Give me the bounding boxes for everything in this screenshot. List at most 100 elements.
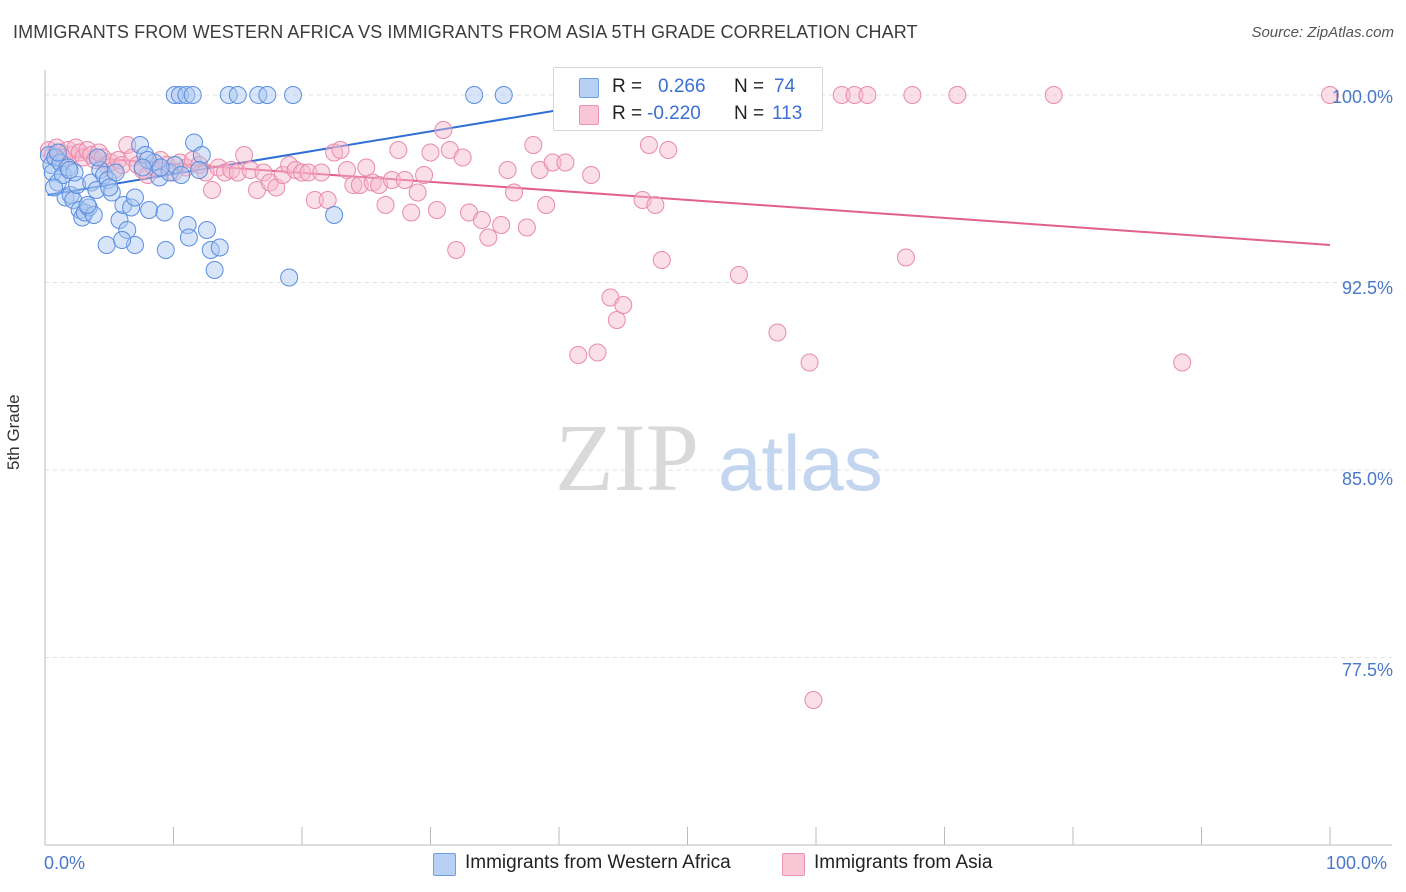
point-asia (582, 166, 601, 184)
legend-n-value: 113 (772, 103, 803, 124)
point-asia (305, 191, 324, 209)
point-asia (1173, 353, 1192, 372)
point-asia (389, 141, 408, 159)
point-western-africa (280, 268, 299, 287)
point-western-africa (122, 198, 141, 217)
point-western-africa (210, 238, 229, 257)
trendline-blue (47, 109, 560, 196)
point-asia (652, 251, 671, 269)
point-asia (203, 181, 222, 199)
point-western-africa (205, 261, 224, 279)
point-western-africa (46, 148, 65, 167)
point-asia (517, 218, 536, 237)
trendline-asia (47, 154, 1331, 246)
x-tick-label-100: 100.0% (1326, 853, 1388, 873)
point-asia (312, 163, 331, 182)
point-asia (537, 196, 556, 214)
watermark-atlas: atlas (718, 419, 883, 507)
point-asia (556, 153, 575, 172)
point-asia (804, 691, 823, 709)
point-asia (113, 156, 132, 174)
points-asia (39, 86, 1339, 709)
point-western-africa (155, 203, 174, 222)
point-asia (235, 146, 254, 164)
point-asia (729, 266, 748, 284)
trendline-pink (47, 154, 1331, 246)
point-western-africa (118, 221, 137, 239)
point-asia (427, 201, 446, 219)
point-western-africa (465, 86, 484, 104)
y-tick-label-77-5: 77.5% (1341, 660, 1393, 680)
point-western-africa (177, 86, 196, 104)
point-western-africa (140, 201, 159, 219)
point-asia (800, 353, 819, 372)
point-asia (639, 136, 658, 154)
point-western-africa (192, 146, 211, 164)
point-western-africa (78, 196, 97, 214)
point-asia (614, 296, 633, 314)
point-western-africa (106, 163, 125, 182)
point-asia (447, 241, 466, 259)
bottom-legend-western-africa: Immigrants from Western Africa (433, 850, 763, 878)
legend-swatch-pink (579, 105, 599, 125)
point-asia (832, 86, 851, 104)
point-asia (492, 216, 511, 234)
point-asia (472, 211, 491, 229)
point-asia (607, 311, 626, 329)
y-tick-label-85: 85.0% (1341, 469, 1393, 489)
point-western-africa (172, 166, 191, 184)
points-western-africa (39, 86, 513, 287)
point-asia (293, 163, 311, 182)
point-asia (646, 196, 665, 214)
x-tick-label-0: 0.0% (44, 853, 86, 873)
point-western-africa (150, 168, 169, 187)
legend-r-label: R = (612, 76, 643, 97)
bottom-legend-label: Immigrants from Asia (814, 852, 993, 873)
point-asia (254, 163, 273, 182)
point-asia (768, 323, 787, 342)
axes (44, 70, 1392, 846)
point-western-africa (179, 228, 198, 247)
bottom-legend-asia: Immigrants from Asia (782, 850, 1022, 878)
point-western-africa (65, 163, 84, 182)
stats-legend: R = 0.266 N = 74 R = -0.220 N = 113 (553, 67, 823, 131)
point-western-africa (113, 231, 132, 249)
point-western-africa (64, 191, 83, 209)
point-western-africa (258, 86, 277, 104)
point-western-africa (183, 86, 202, 104)
point-asia (1321, 86, 1339, 104)
point-asia (395, 171, 414, 189)
point-western-africa (88, 148, 107, 167)
point-asia (588, 343, 607, 362)
point-asia (453, 148, 472, 167)
point-western-africa (110, 211, 129, 229)
legend-r-value: 0.266 (658, 76, 706, 97)
point-asia (524, 136, 543, 154)
point-asia (903, 86, 922, 104)
point-asia (659, 141, 678, 159)
point-western-africa (100, 178, 119, 197)
point-western-africa (190, 161, 209, 179)
point-western-africa (60, 161, 79, 179)
point-asia (357, 158, 376, 177)
point-asia (344, 176, 363, 194)
point-western-africa (125, 188, 144, 207)
point-western-africa (151, 158, 170, 177)
point-western-africa (156, 241, 175, 259)
legend-n-value: 74 (774, 76, 796, 97)
gridlines (45, 94, 1392, 658)
y-tick-label-92-5: 92.5% (1341, 278, 1393, 298)
point-asia (896, 248, 915, 267)
point-western-africa (170, 86, 189, 104)
point-asia (498, 161, 517, 179)
watermark-zip: ZIP (555, 404, 699, 511)
point-asia (845, 86, 864, 104)
point-western-africa (228, 86, 247, 104)
point-western-africa (84, 206, 103, 224)
legend-r-value: -0.220 (647, 103, 701, 124)
point-asia (479, 228, 498, 247)
trendline-western-africa (47, 109, 560, 196)
point-asia (382, 171, 401, 189)
point-western-africa (133, 158, 152, 177)
point-western-africa (44, 178, 63, 197)
